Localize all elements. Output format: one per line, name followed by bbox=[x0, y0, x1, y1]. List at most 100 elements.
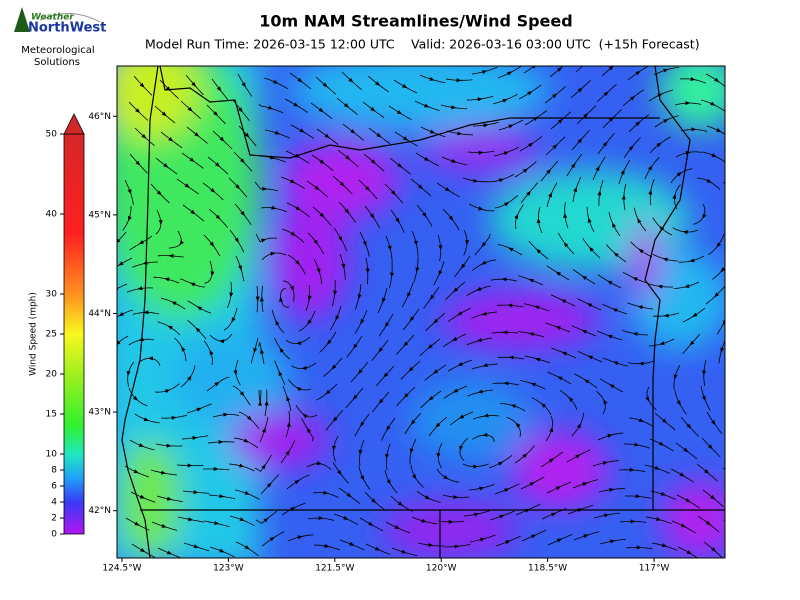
streamline-arrow bbox=[645, 396, 650, 402]
streamline-arrow bbox=[438, 270, 443, 276]
coastline bbox=[121, 66, 159, 558]
streamline-arrow bbox=[344, 208, 350, 214]
streamline-arrow bbox=[654, 465, 661, 470]
streamline-arrow bbox=[307, 295, 312, 301]
streamline-arrow bbox=[602, 461, 609, 465]
streamline-arrow bbox=[620, 169, 625, 175]
streamline-arrow bbox=[607, 434, 613, 438]
streamline-arrow bbox=[370, 159, 377, 165]
streamline-arrow bbox=[143, 417, 150, 422]
streamline-arrow bbox=[307, 319, 312, 325]
streamline-arrow bbox=[429, 76, 435, 81]
streamline-arrow bbox=[166, 496, 173, 501]
streamline-arrow bbox=[482, 432, 488, 437]
streamline-arrow bbox=[552, 144, 558, 150]
streamline-arrow bbox=[421, 518, 427, 523]
streamline-arrow bbox=[515, 422, 521, 428]
streamline-arrow bbox=[612, 361, 619, 366]
streamline-arrow bbox=[322, 82, 328, 88]
streamline-arrow bbox=[257, 400, 262, 406]
streamline-arrow bbox=[444, 187, 451, 192]
streamline-arrow bbox=[499, 514, 505, 519]
streamline-arrow bbox=[429, 294, 435, 300]
streamline-arrow bbox=[635, 121, 641, 127]
streamline-arrow bbox=[286, 395, 291, 402]
streamline-arrow bbox=[603, 91, 609, 97]
title: 10m NAM Streamlines/Wind Speed bbox=[259, 12, 572, 31]
streamline-arrow bbox=[432, 369, 439, 374]
streamline-arrow bbox=[682, 230, 688, 235]
streamline-arrow bbox=[193, 490, 199, 495]
streamline-arrow bbox=[422, 212, 427, 218]
streamline-arrow bbox=[179, 240, 184, 246]
streamline-arrow bbox=[452, 336, 458, 342]
streamline-arrow bbox=[680, 523, 687, 528]
streamline-arrow bbox=[704, 469, 710, 474]
lat-tick-label: 43°N bbox=[88, 408, 111, 418]
streamline-arrow bbox=[196, 306, 203, 311]
streamline-arrow bbox=[504, 488, 510, 493]
streamline-arrow bbox=[609, 384, 615, 389]
streamline-arrow bbox=[478, 150, 484, 155]
logo-line2: Solutions bbox=[34, 57, 80, 68]
streamline-arrow bbox=[397, 163, 403, 168]
streamline-arrow bbox=[506, 71, 513, 76]
streamline-arrow bbox=[473, 178, 479, 183]
streamline-arrow bbox=[563, 212, 568, 218]
streamline-arrow bbox=[560, 299, 567, 304]
streamline-arrow bbox=[371, 498, 377, 504]
streamline-arrow bbox=[673, 374, 678, 380]
streamline-arrow bbox=[448, 215, 454, 221]
state-border bbox=[140, 509, 725, 558]
streamline-arrow bbox=[497, 461, 504, 466]
streamline-arrow bbox=[530, 382, 536, 387]
streamline-arrow bbox=[417, 184, 424, 190]
streamline-arrow bbox=[612, 308, 618, 313]
streamline-arrow bbox=[689, 340, 695, 346]
streamline-arrow bbox=[736, 553, 742, 559]
streamline-arrow bbox=[353, 343, 358, 349]
streamline-arrow bbox=[194, 132, 200, 137]
streamline-arrow bbox=[166, 550, 173, 555]
streamline-arrow bbox=[238, 107, 243, 113]
streamline-arrow bbox=[134, 521, 140, 526]
streamline-arrow bbox=[648, 189, 653, 195]
streamline-arrow bbox=[526, 190, 531, 196]
streamline-arrow bbox=[528, 278, 534, 283]
streamline-arrow bbox=[192, 436, 198, 441]
streamline-arrow bbox=[341, 263, 346, 270]
streamline-arrow bbox=[577, 138, 583, 144]
streamline-arrow bbox=[240, 158, 245, 164]
lat-tick-label: 42°N bbox=[88, 506, 111, 516]
streamline-arrow bbox=[279, 347, 284, 353]
logo-top: Weather bbox=[31, 13, 74, 23]
streamline-arrow bbox=[270, 251, 276, 256]
streamline-arrow bbox=[505, 540, 511, 545]
streamline-arrow bbox=[365, 268, 370, 274]
streamline-arrow bbox=[403, 341, 409, 347]
streamline-arrow bbox=[135, 160, 141, 166]
streamline-arrow bbox=[603, 513, 610, 518]
streamline-arrow bbox=[602, 141, 608, 147]
streamline-arrow bbox=[350, 128, 356, 134]
streamline-arrow bbox=[189, 157, 195, 163]
streamline-arrow bbox=[685, 498, 691, 503]
streamline-arrow bbox=[701, 370, 706, 376]
streamline-arrow bbox=[394, 525, 401, 530]
streamline-arrow bbox=[306, 427, 312, 433]
streamline-arrow bbox=[318, 516, 324, 520]
streamline-arrow bbox=[264, 400, 269, 406]
streamline-arrow bbox=[339, 181, 345, 187]
streamline-arrow bbox=[658, 441, 665, 446]
streamline-arrow bbox=[716, 242, 722, 248]
streamline-arrow bbox=[501, 277, 507, 282]
streamline-arrow bbox=[259, 296, 264, 302]
streamline-arrow bbox=[549, 426, 554, 433]
streamline-arrow bbox=[247, 415, 253, 421]
streamline-arrow bbox=[187, 106, 193, 112]
streamline-arrow bbox=[209, 241, 215, 247]
streamline-arrow bbox=[635, 70, 641, 76]
streamline-arrow bbox=[210, 271, 215, 277]
streamline-arrow bbox=[510, 404, 516, 409]
streamline-arrow bbox=[638, 248, 644, 254]
